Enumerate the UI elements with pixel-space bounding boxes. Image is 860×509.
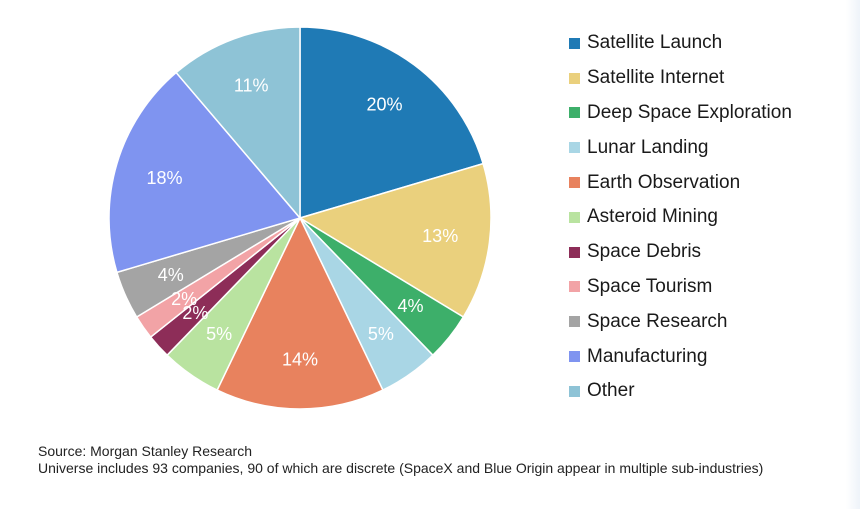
right-edge-fade <box>846 0 860 509</box>
pie-slice-other <box>175 26 301 221</box>
legend-swatch <box>569 246 580 258</box>
slice-label-satellite-internet: 13% <box>422 226 458 246</box>
legend-label: Satellite Internet <box>587 67 725 89</box>
legend: Satellite Launch Satellite Internet Deep S… <box>569 26 792 409</box>
legend-swatch <box>569 177 580 189</box>
slice-label-space-debris: 2% <box>182 303 208 323</box>
legend-item-lunar-landing: Lunar Landing <box>569 130 792 165</box>
legend-label: Space Tourism <box>587 275 713 297</box>
legend-item-space-debris: Space Debris <box>569 235 792 270</box>
legend-item-deep-space-exploration: Deep Space Exploration <box>569 96 792 131</box>
legend-swatch <box>569 385 580 397</box>
legend-label: Deep Space Exploration <box>587 101 792 123</box>
legend-label: Manufacturing <box>587 345 708 367</box>
slice-label-other: 11% <box>234 75 269 95</box>
legend-swatch <box>569 351 580 363</box>
legend-item-asteroid-mining: Asteroid Mining <box>569 200 792 235</box>
slice-label-earth-observation: 14% <box>282 349 318 369</box>
pie-chart: 20%13%4%5%14%5%2%2%4%18%11% <box>108 26 492 410</box>
legend-item-space-tourism: Space Tourism <box>569 270 792 305</box>
pie-slice-satellite-internet <box>298 162 492 319</box>
legend-label: Lunar Landing <box>587 136 709 158</box>
pie-slice-satellite-launch <box>299 26 485 220</box>
pie-slice-earth-observation <box>216 216 384 410</box>
legend-item-earth-observation: Earth Observation <box>569 165 792 200</box>
legend-item-other: Other <box>569 374 792 409</box>
legend-swatch <box>569 142 580 154</box>
slice-label-space-research: 4% <box>158 265 184 285</box>
legend-item-satellite-internet: Satellite Internet <box>569 61 792 96</box>
slice-label-satellite-launch: 20% <box>366 95 402 115</box>
legend-item-manufacturing: Manufacturing <box>569 339 792 374</box>
legend-swatch <box>569 72 580 84</box>
legend-label: Other <box>587 380 635 402</box>
legend-label: Earth Observation <box>587 171 741 193</box>
legend-swatch <box>569 107 580 119</box>
source-text: Source: Morgan Stanley Research <box>38 443 252 459</box>
legend-label: Space Debris <box>587 241 702 263</box>
legend-item-space-research: Space Research <box>569 304 792 339</box>
legend-swatch <box>569 316 580 328</box>
pie-value-labels: 20%13%4%5%14%5%2%2%4%18%11% <box>146 75 458 369</box>
legend-label: Satellite Launch <box>587 32 723 54</box>
footnote: Source: Morgan Stanley Research Universe… <box>38 443 818 477</box>
legend-label: Asteroid Mining <box>587 206 718 228</box>
legend-item-satellite-launch: Satellite Launch <box>569 26 792 61</box>
slice-label-space-tourism: 2% <box>171 289 197 309</box>
legend-label: Space Research <box>587 310 728 332</box>
legend-swatch <box>569 37 580 49</box>
pie-slices <box>108 26 492 410</box>
slice-label-lunar-landing: 5% <box>368 324 394 344</box>
legend-swatch <box>569 211 580 223</box>
slice-label-asteroid-mining: 5% <box>206 324 232 344</box>
legend-swatch <box>569 281 580 293</box>
pie-slice-manufacturing <box>108 71 302 274</box>
slice-label-manufacturing: 18% <box>146 168 182 188</box>
universe-note: Universe includes 93 companies, 90 of wh… <box>38 460 764 476</box>
slice-label-deep-space-exploration: 4% <box>397 296 423 316</box>
